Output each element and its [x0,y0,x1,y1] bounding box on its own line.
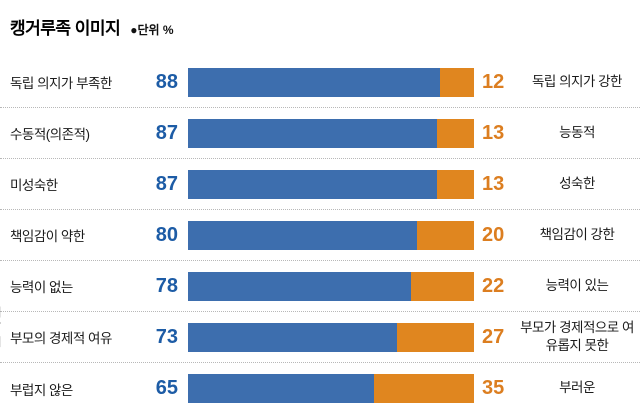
bar-segment-right [396,322,474,352]
row-bar [188,322,474,352]
row-bar [188,118,474,148]
row-left-label: 책임감이 약한 [10,229,85,244]
bar-segment-left [188,169,437,199]
row-left-label: 부럽지 않은 [10,382,73,398]
bar-segment-left [188,118,437,148]
row-left-value: 78 [155,274,178,297]
row-right-label: 부러운 [559,380,595,396]
row-right-label: 성숙한 [559,175,595,191]
row-bar [188,271,474,301]
row-right-value: 22 [482,274,505,297]
bar-segment-left [188,220,417,250]
row-right-value: 13 [482,172,505,195]
row-left-value: 80 [155,223,178,246]
row-right-label: 능동적 [559,124,595,140]
row-left-label: 독립 의지가 부족한 [10,76,112,91]
row-left-label: 능력이 없는 [10,280,73,295]
row-left-label: 부모의 경제적 여유 [10,331,112,346]
chart-row: 미성숙한 87 13 성숙한 [0,159,640,210]
chart-row: 독립 의지가 부족한 88 12 독립 의지가 강한 [0,57,640,108]
row-bar [188,374,474,403]
unit-label: ●단위 % [130,23,174,37]
bar-segment-right [436,118,474,148]
bar-segment-right [439,67,474,97]
row-right-label: 부모가 경제적으로 여유롭지 못한 [520,319,634,353]
bar-segment-right [436,169,474,199]
row-bar [188,220,474,250]
bar-segment-left [188,322,397,352]
bar-segment-right [373,374,474,403]
row-bar [188,169,474,199]
bar-segment-left [188,271,412,301]
chart-rows: 독립 의지가 부족한 88 12 독립 의지가 강한 수동적(의존적) 87 1… [0,57,640,414]
bar-segment-left [188,374,374,403]
row-right-label: 능력이 있는 [545,277,609,293]
chart-row: 능력이 없는 78 22 능력이 있는 [0,261,640,312]
bar-segment-right [416,220,474,250]
row-left-value: 87 [155,121,178,144]
chart-row: 수동적(의존적) 87 13 능동적 [0,108,640,159]
chart-title: 캥거루족 이미지 [10,19,121,38]
row-right-value: 13 [482,121,505,144]
row-right-label: 독립 의지가 강한 [532,73,622,89]
bar-segment-left [188,67,440,97]
row-right-label: 책임감이 강한 [539,226,615,242]
row-right-value: 20 [482,223,505,246]
bar-segment-right [411,271,474,301]
row-left-value: 87 [155,172,178,195]
row-left-label: 수동적(의존적) [10,127,90,142]
chart-header: 캥거루족 이미지 ●단위 % [0,0,640,39]
chart-row: 책임감이 약한 80 20 책임감이 강한 [0,210,640,261]
row-left-value: 88 [155,70,178,93]
watermark: 한국일보 [0,291,3,350]
row-right-value: 12 [482,70,505,93]
row-bar [188,67,474,97]
row-left-value: 73 [155,325,178,348]
chart-row: 부럽지 않은 65 35 부러운 [0,363,640,414]
row-right-value: 35 [482,377,505,399]
row-left-value: 65 [155,377,178,399]
row-left-label: 미성숙한 [10,178,58,193]
chart-row: 부모의 경제적 여유 73 27 부모가 경제적으로 여유롭지 못한 [0,312,640,363]
row-right-value: 27 [482,325,505,348]
